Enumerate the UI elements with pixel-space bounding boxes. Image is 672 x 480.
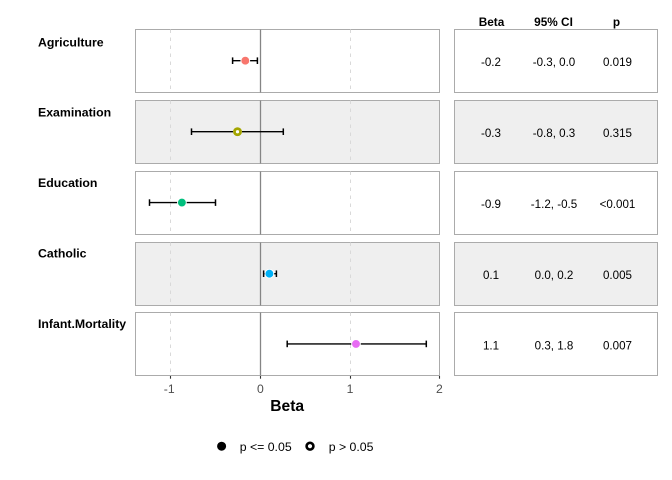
svg-text:-0.2: -0.2 — [481, 56, 501, 69]
svg-text:-0.3: -0.3 — [481, 127, 501, 140]
svg-text:0.315: 0.315 — [603, 127, 632, 140]
svg-text:p <= 0.05: p <= 0.05 — [240, 440, 292, 454]
svg-text:2: 2 — [436, 382, 443, 396]
svg-text:0: 0 — [257, 382, 264, 396]
svg-text:0.019: 0.019 — [603, 56, 632, 69]
svg-text:Catholic: Catholic — [38, 247, 87, 261]
svg-text:p: p — [613, 15, 620, 29]
svg-text:0.005: 0.005 — [603, 269, 632, 282]
svg-text:1: 1 — [347, 382, 354, 396]
svg-text:0.3, 1.8: 0.3, 1.8 — [535, 339, 574, 352]
svg-text:Agriculture: Agriculture — [38, 35, 104, 49]
svg-text:0.007: 0.007 — [603, 339, 632, 352]
svg-text:Examination: Examination — [38, 106, 111, 120]
svg-text:-0.3, 0.0: -0.3, 0.0 — [533, 56, 576, 69]
svg-text:1.1: 1.1 — [483, 339, 499, 352]
svg-text:Infant.Mortality: Infant.Mortality — [38, 317, 126, 331]
svg-text:Beta: Beta — [270, 398, 304, 415]
svg-text:<0.001: <0.001 — [600, 198, 636, 211]
svg-text:-1: -1 — [164, 382, 175, 396]
svg-text:0.0, 0.2: 0.0, 0.2 — [535, 269, 574, 282]
svg-text:-0.8, 0.3: -0.8, 0.3 — [533, 127, 576, 140]
svg-text:p > 0.05: p > 0.05 — [329, 440, 374, 454]
svg-text:Education: Education — [38, 176, 97, 190]
svg-text:Beta: Beta — [479, 15, 505, 29]
svg-text:95% CI: 95% CI — [534, 15, 573, 29]
svg-text:-1.2, -0.5: -1.2, -0.5 — [531, 198, 577, 211]
svg-text:0.1: 0.1 — [483, 269, 499, 282]
svg-text:-0.9: -0.9 — [481, 198, 501, 211]
